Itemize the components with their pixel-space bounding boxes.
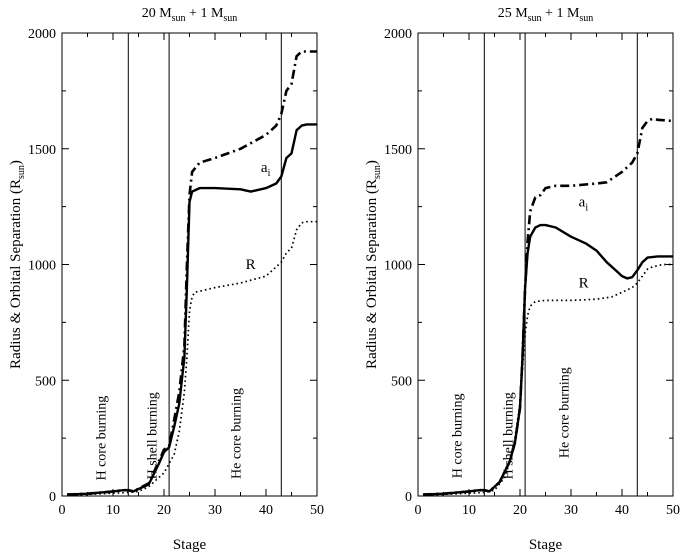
curve-label: ai: [261, 160, 271, 179]
panel-title: 20 Msun + 1 Msun: [142, 6, 238, 24]
phase-label: H core burning: [94, 396, 109, 481]
x-axis-title: Stage: [529, 537, 563, 553]
y-tick-label: 0: [49, 490, 56, 505]
curve-label-sub: i: [585, 203, 588, 214]
x-tick-label: 20: [157, 503, 171, 518]
y-axis-title-sub: sun: [16, 165, 27, 179]
title-sub: sun: [172, 13, 186, 24]
y-tick-label: 1500: [384, 143, 412, 158]
y-axis-title-close: ): [364, 160, 380, 165]
x-tick-label: 0: [59, 503, 66, 518]
y-tick-label: 0: [405, 490, 412, 505]
y-tick-label: 500: [391, 374, 412, 389]
y-tick-label: 2000: [384, 27, 412, 42]
series-line-r: [67, 220, 317, 496]
y-tick-label: 1000: [28, 259, 56, 274]
title-sub: sun: [528, 13, 542, 24]
panel-title: 25 Msun + 1 Msun: [498, 6, 594, 24]
y-axis-title: Radius & Orbital Separation (Rsun): [8, 160, 27, 369]
phase-label: H shell burning: [145, 392, 160, 479]
curve-label: R: [246, 257, 256, 273]
x-tick-label: 40: [259, 503, 273, 518]
y-tick-label: 500: [35, 374, 56, 389]
series-line-r-orbit: [67, 123, 317, 496]
x-tick-label: 10: [462, 503, 476, 518]
phase-label: He core burning: [230, 388, 245, 479]
curve-label-main: R: [579, 276, 589, 292]
curve-label-main: a: [579, 195, 586, 211]
x-tick-label: 40: [615, 503, 629, 518]
x-tick-label: 50: [666, 503, 680, 518]
y-tick-label: 1000: [384, 259, 412, 274]
x-tick-label: 0: [415, 503, 422, 518]
phase-label: He core burning: [557, 367, 572, 458]
phase-label: H core burning: [450, 393, 465, 478]
curve-label-main: a: [261, 160, 268, 176]
x-axis-title: Stage: [173, 537, 207, 553]
title-sub: sun: [223, 13, 237, 24]
curve-label: ai: [579, 195, 589, 214]
curve-label: R: [579, 276, 589, 292]
curve-label-main: R: [246, 257, 256, 273]
series-line-r-orbit: [423, 223, 673, 496]
title-mid: + 1 M: [186, 6, 224, 21]
x-tick-label: 50: [310, 503, 324, 518]
x-tick-label: 20: [513, 503, 527, 518]
title-mid: + 1 M: [542, 6, 580, 21]
x-tick-label: 30: [564, 503, 578, 518]
title-sub: sun: [579, 13, 593, 24]
y-tick-label: 1500: [28, 143, 56, 158]
title-main: 25 M: [498, 6, 529, 21]
y-axis-title: Radius & Orbital Separation (Rsun): [364, 160, 383, 369]
phase-label: H shell burning: [501, 392, 516, 479]
x-tick-label: 10: [106, 503, 120, 518]
y-axis-title-main: Radius & Orbital Separation (R: [364, 179, 380, 369]
title-main: 20 M: [142, 6, 173, 21]
y-axis-title-sub: sun: [372, 165, 383, 179]
x-tick-label: 30: [208, 503, 222, 518]
y-tick-label: 2000: [28, 27, 56, 42]
y-axis-title-main: Radius & Orbital Separation (R: [8, 179, 24, 369]
curve-label-sub: i: [268, 168, 271, 179]
y-axis-title-close: ): [8, 160, 24, 165]
